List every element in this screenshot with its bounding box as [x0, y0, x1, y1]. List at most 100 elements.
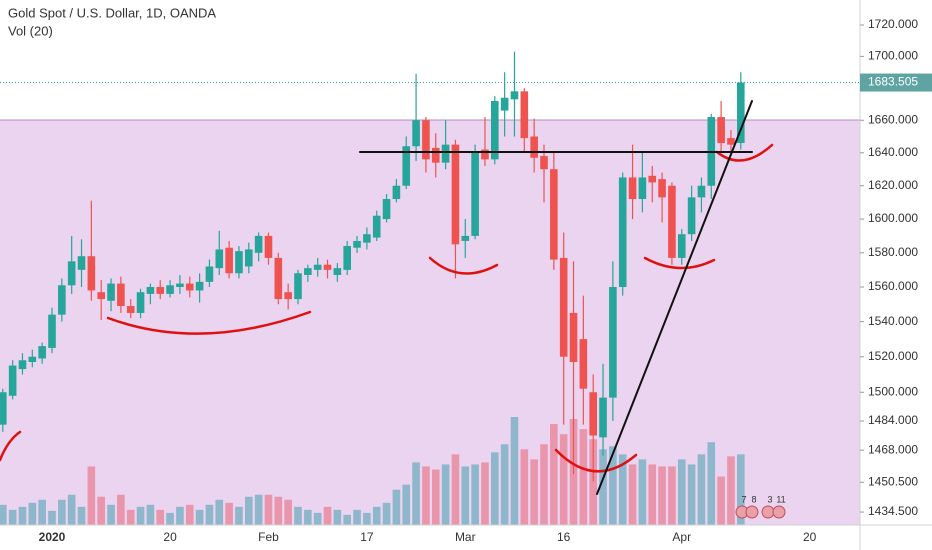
volume-bar [422, 466, 430, 525]
candle-body [372, 215, 381, 238]
candle-body [618, 177, 627, 288]
volume-bar [146, 504, 155, 525]
volume-bar [313, 512, 322, 525]
candle-layer [0, 51, 745, 482]
volume-bar [677, 459, 686, 525]
volume-bar [67, 494, 76, 525]
candle-body [225, 247, 233, 274]
candle-body [294, 273, 302, 300]
event-flag [772, 505, 786, 519]
volume-bar [225, 502, 233, 525]
candle-body [97, 292, 105, 300]
x-tick-label: Mar [455, 530, 476, 544]
volume-bar [87, 466, 96, 525]
event-label: 7 [741, 494, 746, 504]
volume-bar [550, 424, 558, 525]
candle-body [166, 285, 174, 294]
drawn-arc [0, 430, 22, 462]
volume-bar [58, 499, 66, 525]
x-tick-label: Apr [672, 530, 691, 544]
candle-body [284, 292, 292, 300]
volume-bar [304, 509, 312, 525]
candle-body [569, 312, 578, 363]
last-price-label: 1683.505 [868, 75, 918, 89]
volume-bar [372, 506, 381, 525]
volume-bar [382, 502, 391, 525]
candle-body [363, 234, 371, 243]
candle-body [117, 283, 125, 306]
volume-bar [156, 509, 165, 525]
candle-body [668, 185, 676, 258]
candle-body [245, 249, 253, 267]
candle-body [491, 100, 499, 160]
volume-bar [264, 494, 273, 525]
volume-bar [38, 499, 46, 525]
y-tick-label: 1720.000 [868, 17, 918, 31]
volume-bar [77, 506, 86, 525]
candle-body [323, 264, 332, 270]
volume-bar [363, 512, 371, 525]
volume-bar [559, 434, 568, 525]
candle-body [658, 179, 666, 198]
volume-bar [294, 506, 302, 525]
candle-body [264, 235, 273, 258]
volume-bar [107, 504, 115, 525]
x-tick-label: 17 [360, 530, 374, 544]
volume-bar [707, 442, 716, 525]
y-tick-label: 1434.500 [868, 504, 918, 518]
volume-bar [717, 476, 725, 525]
candle-body [500, 97, 509, 111]
volume-layer [0, 417, 745, 525]
volume-bar [697, 454, 706, 525]
volume-bar [48, 510, 56, 525]
volume-bar [530, 459, 538, 525]
candle-body [274, 257, 283, 300]
drawings [0, 100, 774, 495]
candle-body [451, 144, 460, 245]
y-tick-label: 1660.000 [868, 112, 918, 126]
y-tick-label: 1560.000 [868, 279, 918, 293]
volume-bar [18, 506, 27, 525]
volume-bar [333, 509, 342, 525]
volume-bar [274, 496, 283, 525]
volume-bar [353, 509, 361, 525]
event-label: 11 [776, 494, 785, 504]
candle-body [254, 235, 263, 253]
volume-bar [687, 464, 696, 525]
candle-body [67, 261, 76, 286]
y-tick-label: 1600.000 [868, 211, 918, 225]
candle-body [727, 138, 735, 145]
x-tick-label: 2020 [39, 530, 66, 544]
candle-body [77, 256, 86, 270]
volume-bar [658, 466, 666, 525]
candle-body [461, 235, 470, 241]
volume-bar [628, 464, 637, 525]
volume-bar [491, 452, 499, 525]
candle-body [441, 144, 450, 163]
candle-body [471, 151, 479, 236]
candle-body [638, 177, 647, 200]
candle-body [412, 120, 420, 147]
candle-body [481, 149, 489, 160]
candle-body [304, 268, 312, 275]
candle-body [146, 287, 155, 294]
volume-bar [648, 464, 657, 525]
candle-body [18, 360, 27, 370]
candle-body [333, 268, 342, 275]
volume-bar [245, 496, 253, 525]
candle-body [520, 91, 529, 139]
volume-bar [737, 454, 745, 525]
candle-body [422, 120, 430, 160]
volume-bar [392, 489, 401, 525]
volume-bar [176, 506, 184, 525]
candle-body [0, 392, 7, 425]
drawn-arc [554, 448, 638, 473]
drawn-arc [715, 143, 774, 162]
drawn-arc [106, 310, 312, 335]
candle-body [107, 283, 115, 301]
candle-body [382, 199, 391, 220]
candle-body [353, 240, 361, 248]
volume-bar [510, 417, 519, 525]
candle-body [136, 292, 145, 313]
